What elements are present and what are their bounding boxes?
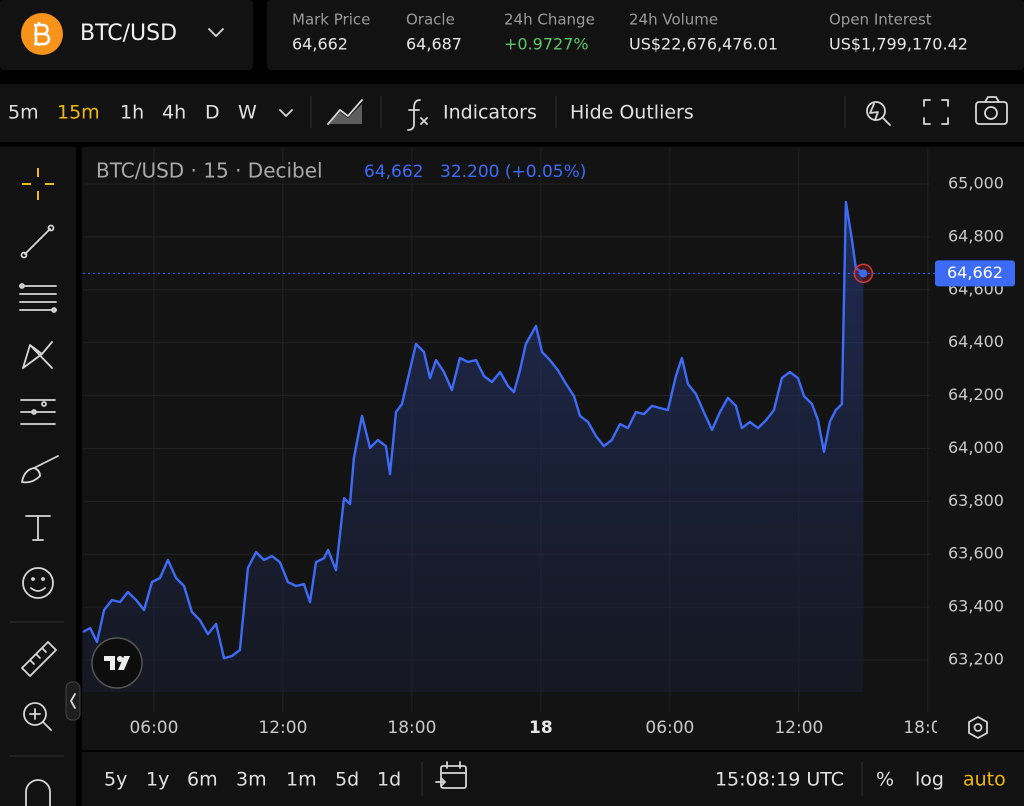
stat-value: 64,687 (406, 35, 462, 54)
scale-option[interactable]: auto (963, 769, 1006, 791)
y-tick-label: 64,800 (948, 226, 1004, 245)
interval-chevron[interactable] (279, 109, 293, 117)
x-tick-label: 18:00 (387, 718, 436, 738)
stat-value: +0.9727% (504, 35, 589, 54)
stat-label: 24h Volume (629, 11, 718, 29)
trendline-tool[interactable] (20, 224, 55, 259)
y-tick-label: 64,200 (948, 385, 1004, 404)
ruler-tool[interactable] (21, 641, 57, 677)
emoji-tool[interactable] (22, 567, 54, 599)
chart-title: BTC/USD · 15 · Decibel (96, 159, 323, 183)
stat-value: US$22,676,476.01 (629, 35, 778, 54)
prediction-tool[interactable] (20, 399, 56, 425)
footer-bar (82, 752, 1024, 806)
interval-button[interactable]: 4h (162, 102, 186, 124)
range-button[interactable]: 6m (187, 769, 218, 791)
symbol-chevron[interactable] (208, 28, 224, 37)
stat-label: 24h Change (504, 11, 595, 29)
interval-button[interactable]: D (205, 102, 220, 124)
interval-button[interactable]: W (238, 102, 257, 124)
text-tool[interactable] (25, 515, 51, 541)
collapse-handle[interactable] (65, 681, 81, 721)
drawing-toolbar (0, 147, 76, 806)
range-button[interactable]: 1d (377, 769, 401, 791)
zoom-tool[interactable] (23, 702, 52, 731)
fib-tool[interactable] (19, 283, 57, 313)
interval-button[interactable]: 5m (8, 102, 39, 124)
y-tick-label: 63,800 (948, 491, 1004, 510)
tradingview-logo[interactable] (91, 637, 143, 689)
crosshair-tool[interactable] (22, 168, 54, 200)
x-tick-label: 18 (529, 718, 553, 738)
stat-value: US$1,799,170.42 (829, 35, 968, 54)
x-tick-label: 06:00 (645, 718, 694, 738)
date-range-icon[interactable] (435, 761, 467, 789)
stat-label: Open Interest (829, 11, 932, 29)
range-button[interactable]: 1y (146, 769, 169, 791)
fullscreen-icon[interactable] (923, 99, 949, 125)
price-line (82, 200, 865, 660)
stat-label: Oracle (406, 11, 455, 29)
clock: 15:08:19 UTC (715, 769, 844, 791)
x-tick-label: 12:00 (258, 718, 307, 738)
interval-button[interactable]: 1h (120, 102, 144, 124)
y-tick-label: 63,400 (948, 597, 1004, 616)
btc-icon (21, 13, 63, 55)
y-tick-label: 64,400 (948, 332, 1004, 351)
y-tick-label: 64,000 (948, 438, 1004, 457)
toolbar (0, 84, 1024, 142)
legend-price: 64,662 (364, 162, 423, 182)
alert-icon[interactable] (866, 101, 891, 126)
range-button[interactable]: 1m (286, 769, 317, 791)
scale-option[interactable]: % (876, 769, 894, 791)
fx-icon[interactable] (407, 99, 428, 131)
symbol-panel[interactable] (0, 0, 253, 70)
range-button[interactable]: 5d (335, 769, 359, 791)
last-price-label: 64,662 (947, 263, 1003, 282)
brush-tool[interactable] (21, 455, 59, 484)
stat-label: Mark Price (292, 11, 370, 29)
pattern-tool[interactable] (22, 341, 53, 369)
toolbar-button[interactable]: Indicators (443, 102, 537, 124)
stats-panel (267, 0, 1024, 70)
scale-option[interactable]: log (915, 769, 944, 791)
price-area (83, 202, 864, 692)
x-tick-label: 12:00 (774, 718, 823, 738)
last-price-box (935, 260, 1015, 287)
chart-type-icon[interactable] (327, 99, 363, 125)
plot: 06:00 12:00 18:00 18 06:00 12:00 18:00 (82, 147, 952, 738)
range-button[interactable]: 5y (104, 769, 127, 791)
stat-value: 64,662 (292, 35, 348, 54)
magnet-tool[interactable] (25, 779, 51, 806)
toolbar-button[interactable]: Hide Outliers (570, 102, 694, 124)
y-tick-label: 65,000 (948, 174, 1004, 193)
x-tick-label: 18:00 (903, 718, 952, 738)
range-button[interactable]: 3m (236, 769, 267, 791)
interval-button[interactable]: 15m (57, 102, 100, 124)
settings-icon[interactable] (968, 716, 988, 739)
screenshot-icon[interactable] (975, 96, 1008, 125)
x-tick-label: 06:00 (129, 718, 178, 738)
y-tick-label: 63,600 (948, 544, 1004, 563)
y-tick-label: 63,200 (948, 650, 1004, 669)
legend-change: 32.200 (+0.05%) (440, 162, 586, 182)
symbol[interactable]: BTC/USD (80, 21, 177, 46)
